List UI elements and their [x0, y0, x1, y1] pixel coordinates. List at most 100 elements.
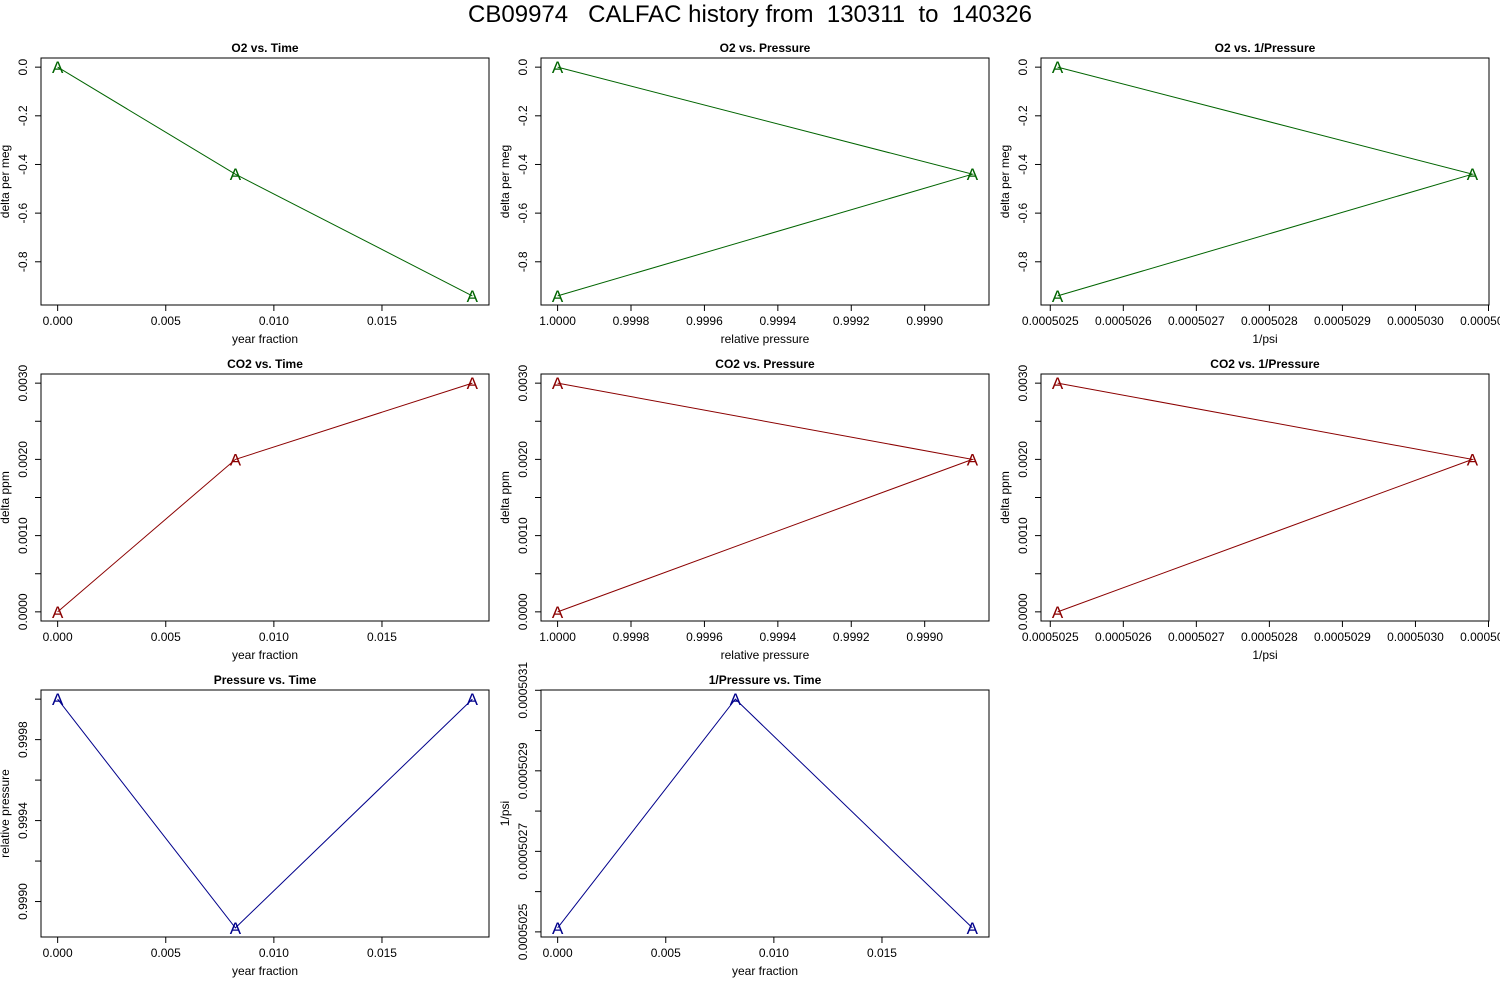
- chart-panel-2: O2 vs. Pressure 1.0000 0.9998 0.9996 0.9994 0…: [498, 41, 990, 346]
- x-tick-label: 0.9990: [906, 630, 943, 644]
- x-tick-label: 0.0005030: [1387, 630, 1444, 644]
- y-tick-label: 0.0005029: [516, 742, 530, 799]
- x-tick-label: 0.015: [367, 314, 397, 328]
- x-tick-label: 0.0005031: [1460, 630, 1500, 644]
- y-tick-label: 0.0030: [16, 364, 30, 401]
- y-tick-label: -0.4: [516, 154, 530, 175]
- x-tick-label: 0.0005026: [1095, 314, 1152, 328]
- x-axis-label: year fraction: [732, 964, 798, 978]
- series-line: [557, 382, 975, 613]
- x-tick-label: 0.0005031: [1460, 314, 1500, 328]
- data-point-marker: A: [52, 603, 64, 622]
- y-tick-label: 0.0010: [516, 517, 530, 554]
- y-tick-label: -0.4: [16, 154, 30, 175]
- x-tick-label: 1.0000: [539, 630, 576, 644]
- data-point-marker: A: [1052, 374, 1064, 393]
- x-tick-label: 0.005: [651, 946, 681, 960]
- chart-panel-8: 1/Pressure vs. Time 0.000 0.005 0.010 0.015 y…: [498, 662, 990, 978]
- panel-title: CO2 vs. Pressure: [715, 357, 815, 371]
- y-tick-label: -0.2: [516, 105, 530, 126]
- y-tick-label: 0.0000: [16, 593, 30, 630]
- x-axis-label: year fraction: [232, 332, 298, 346]
- y-axis-label: delta ppm: [998, 471, 1012, 524]
- plot-frame: [540, 57, 990, 306]
- panel-title: CO2 vs. 1/Pressure: [1210, 357, 1320, 371]
- x-tick-label: 0.9990: [906, 314, 943, 328]
- y-tick-label: -0.8: [1016, 251, 1030, 272]
- y-tick-label: 0.0: [1016, 58, 1030, 75]
- y-axis-label: 1/psi: [498, 801, 512, 826]
- plot-frame: [40, 373, 490, 622]
- x-tick-label: 0.0005028: [1241, 314, 1298, 328]
- data-point-marker: A: [1052, 58, 1064, 77]
- series-line: [57, 66, 473, 297]
- panel-title: CO2 vs. Time: [227, 357, 303, 371]
- y-tick-label: 0.0005027: [516, 823, 530, 880]
- x-tick-label: 0.9996: [686, 314, 723, 328]
- y-tick-label: 0.0030: [1016, 364, 1030, 401]
- x-tick-label: 0.010: [259, 946, 289, 960]
- data-point-marker: A: [967, 165, 979, 184]
- series-line: [557, 66, 975, 297]
- x-tick-label: 0.9998: [613, 630, 650, 644]
- y-tick-label: 0.0: [16, 58, 30, 75]
- x-tick-label: 0.015: [367, 946, 397, 960]
- data-point-marker: A: [552, 374, 564, 393]
- x-tick-label: 0.9996: [686, 630, 723, 644]
- y-tick-label: 0.0005031: [516, 662, 530, 719]
- panel-title: Pressure vs. Time: [214, 673, 317, 687]
- x-tick-label: 0.0005029: [1314, 314, 1371, 328]
- x-tick-label: 0.005: [151, 946, 181, 960]
- panel-title: O2 vs. Time: [231, 41, 298, 55]
- x-tick-label: 0.0005029: [1314, 630, 1371, 644]
- y-axis-label: delta ppm: [498, 471, 512, 524]
- y-tick-label: -0.8: [16, 251, 30, 272]
- data-point-marker: A: [1467, 450, 1479, 469]
- chart-panel-1: O2 vs. Time 0.000 0.005 0.010 0.015 year frac…: [0, 41, 490, 346]
- y-axis-label: delta per meg: [498, 145, 512, 218]
- x-tick-label: 0.9992: [833, 314, 870, 328]
- y-tick-label: 0.0020: [1016, 441, 1030, 478]
- y-tick-label: -0.6: [516, 202, 530, 223]
- data-point-marker: A: [230, 450, 242, 469]
- x-tick-label: 0.9992: [833, 630, 870, 644]
- x-tick-label: 0.005: [151, 630, 181, 644]
- y-tick-label: 0.0010: [1016, 517, 1030, 554]
- y-tick-label: -0.8: [516, 251, 530, 272]
- y-tick-label: 0.0000: [1016, 593, 1030, 630]
- x-axis-label: 1/psi: [1252, 648, 1277, 662]
- series-line: [557, 698, 973, 929]
- chart-panel-6: CO2 vs. 1/Pressure 0.0005025 0.0005026 0.00…: [998, 357, 1500, 662]
- x-tick-label: 0.9998: [613, 314, 650, 328]
- figure-title: CB09974 CALFAC history from 130311 to 14…: [468, 1, 1032, 28]
- series-line: [1057, 66, 1475, 297]
- x-axis-label: 1/psi: [1252, 332, 1277, 346]
- series-line: [57, 698, 473, 929]
- x-tick-label: 0.0005025: [1022, 314, 1079, 328]
- plot-frame: [1040, 57, 1490, 306]
- x-tick-label: 0.9994: [759, 314, 796, 328]
- y-tick-label: 0.0: [516, 58, 530, 75]
- plot-frame: [1040, 373, 1490, 622]
- x-axis-label: year fraction: [232, 964, 298, 978]
- data-point-marker: A: [552, 287, 564, 306]
- plot-frame: [540, 373, 990, 622]
- x-tick-label: 0.0005030: [1387, 314, 1444, 328]
- y-tick-label: 0.9990: [16, 883, 30, 920]
- data-point-marker: A: [467, 287, 479, 306]
- plot-frame: [540, 689, 990, 938]
- y-axis-label: delta per meg: [0, 145, 12, 218]
- panel-title: O2 vs. 1/Pressure: [1215, 41, 1316, 55]
- y-tick-label: 0.0005025: [516, 903, 530, 960]
- chart-panel-3: O2 vs. 1/Pressure 0.0005025 0.0005026 0.000…: [998, 41, 1500, 346]
- x-tick-label: 0.000: [43, 314, 73, 328]
- panel-title: O2 vs. Pressure: [720, 41, 811, 55]
- x-tick-label: 0.015: [867, 946, 897, 960]
- chart-panel-4: CO2 vs. Time 0.000 0.005 0.010 0.015 year fra…: [0, 357, 490, 662]
- x-tick-label: 0.000: [43, 630, 73, 644]
- y-axis-label: delta per meg: [998, 145, 1012, 218]
- x-tick-label: 0.010: [259, 630, 289, 644]
- x-tick-label: 0.000: [543, 946, 573, 960]
- data-point-marker: A: [52, 690, 64, 709]
